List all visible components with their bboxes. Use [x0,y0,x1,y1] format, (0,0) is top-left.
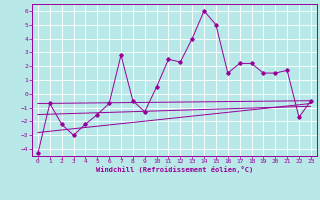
X-axis label: Windchill (Refroidissement éolien,°C): Windchill (Refroidissement éolien,°C) [96,166,253,173]
